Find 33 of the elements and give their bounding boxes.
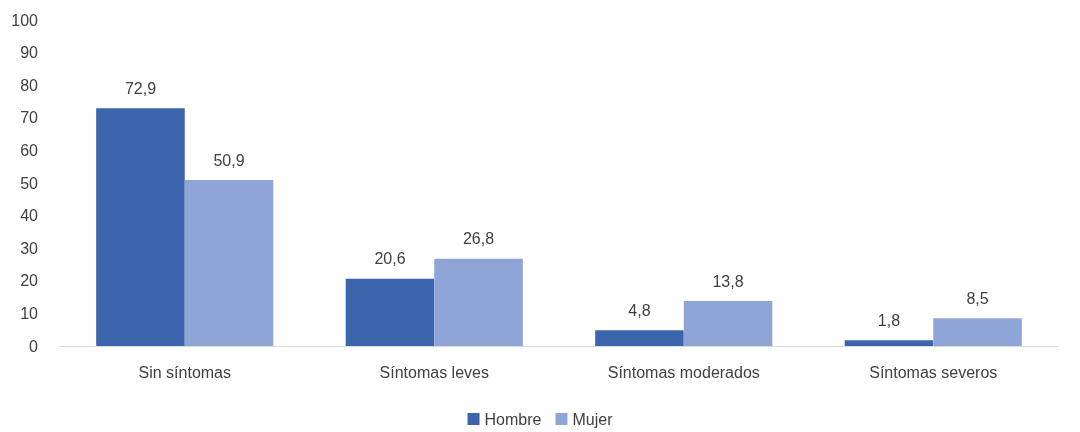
bar — [683, 301, 773, 346]
bar — [96, 108, 185, 346]
x-tick-label: Síntomas moderados — [607, 363, 760, 381]
data-label: 50,9 — [213, 151, 245, 169]
data-label: 20,6 — [374, 250, 406, 268]
y-tick-label: 70 — [20, 109, 39, 127]
y-tick-label: 0 — [29, 337, 39, 355]
x-tick-label: Síntomas severos — [869, 363, 998, 381]
y-tick-label: 100 — [11, 11, 39, 29]
legend-label: Hombre — [484, 410, 542, 428]
x-tick-label: Síntomas leves — [379, 363, 489, 381]
data-label: 13,8 — [712, 272, 744, 290]
y-tick-label: 20 — [20, 272, 39, 290]
bar — [345, 278, 435, 346]
y-tick-label: 40 — [20, 207, 39, 225]
y-tick-label: 90 — [20, 44, 39, 62]
data-label: 26,8 — [462, 230, 495, 248]
bar — [595, 330, 684, 346]
y-tick-label: 80 — [20, 76, 39, 94]
bar — [844, 340, 934, 346]
y-tick-label: 60 — [20, 141, 39, 159]
y-tick-label: 10 — [20, 304, 39, 322]
data-label: 72,9 — [124, 79, 157, 97]
y-tick-label: 30 — [20, 239, 39, 257]
data-label: 4,8 — [628, 301, 651, 319]
legend-label: Mujer — [572, 410, 614, 428]
data-label: 1,8 — [877, 311, 901, 329]
data-label: 8,5 — [966, 289, 989, 307]
y-tick-label: 50 — [20, 174, 39, 192]
x-tick-label: Sin síntomas — [138, 363, 231, 381]
bar — [434, 258, 523, 346]
bar — [184, 180, 274, 346]
bar — [933, 318, 1022, 346]
